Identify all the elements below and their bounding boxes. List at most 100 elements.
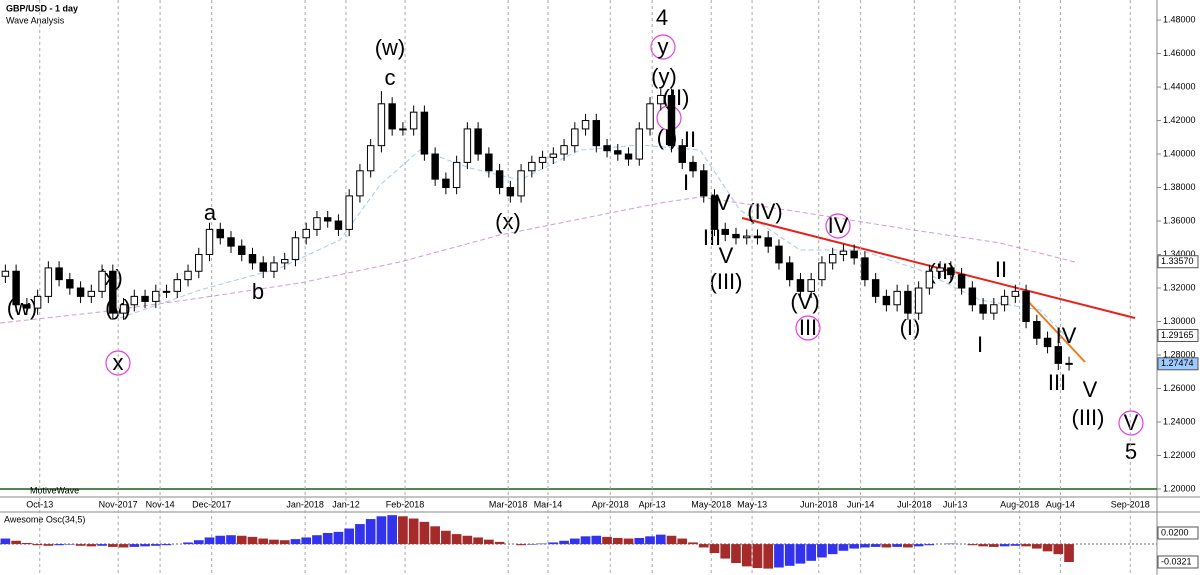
osc-bar [161,544,172,546]
wave-label: (I) [900,315,921,340]
osc-bar [279,540,290,545]
x-tick-label: Nov-2017 [99,499,138,509]
wave-label: c [385,65,396,90]
candle-body [678,145,686,163]
candle-body [710,195,719,230]
candle-body [377,103,386,147]
wave-circle [650,34,676,60]
y-tick-label: 1.24000 [1163,416,1196,426]
x-tick-label: Aug-14 [1046,499,1075,509]
osc-bar [677,538,688,545]
candle-body [646,103,654,130]
x-tick-label: Mar-2018 [489,499,528,509]
candle-body [485,153,493,172]
osc-bar [892,544,902,547]
osc-bar [408,518,419,545]
candle-body [667,94,676,147]
candle-body [1011,290,1020,297]
candle-body [925,270,934,289]
osc-bar [688,542,698,545]
osc-bar [989,544,999,547]
candle-body [528,161,536,172]
osc-bar [623,538,634,545]
candle-body [796,279,805,292]
candle-body [173,279,182,292]
osc-bar [11,540,21,545]
oscillator-title: Awesome Osc(34,5) [4,514,85,524]
osc-bar [709,544,720,554]
osc-bar [322,532,333,545]
candle-body [33,295,42,309]
osc-bar [312,535,322,545]
y-tick-label: 1.32000 [1163,282,1196,292]
candle-body [302,228,310,239]
candle-body [227,237,235,247]
candle-body [624,153,633,160]
osc-bar [183,542,193,545]
candle-body [549,153,558,158]
candle-body [109,270,117,314]
osc-bar [22,543,32,545]
candle-body [753,235,762,239]
candle-body [764,237,772,247]
osc-bar [784,544,795,566]
candle-body [270,262,278,272]
osc-bar [827,544,838,555]
osc-bar [269,539,279,545]
osc-bar [741,544,752,567]
osc-tick-label: -0.0321 [1161,556,1192,566]
wave-circle [1118,410,1144,436]
wave-label: IV [828,213,849,238]
candle-body [850,250,858,259]
candle-body [66,279,74,289]
wave-label: II [995,257,1007,282]
osc-bar [376,516,387,545]
osc-bar [645,536,655,545]
osc-bar [527,544,537,545]
osc-bar [129,544,140,547]
osc-bar [849,544,859,549]
candle-body [409,111,418,130]
candle-body [506,187,515,197]
wave-label: a [204,200,217,225]
candle-body [1,270,10,277]
candle-body [560,145,568,155]
osc-bar [752,544,763,569]
candle-body [23,304,31,309]
osc-bar [698,544,709,548]
candle-body [614,150,622,155]
price-label-box [1157,255,1199,269]
osc-bar [978,544,988,547]
candle-body [12,270,20,306]
candle-body [98,270,106,292]
candle-body [291,237,300,261]
osc-bar [65,544,75,545]
wave-circle [795,315,821,341]
osc-bar [806,544,817,561]
osc-bar [913,544,924,547]
candle-body [431,153,439,180]
candle-body [55,267,63,281]
price-label: 1.33570 [1161,256,1194,266]
x-tick-label: Jan-12 [332,499,360,509]
osc-bar [226,535,236,545]
osc-bar [516,544,526,546]
osc-bar [537,543,548,545]
candle-body [538,156,547,163]
candle-body [861,257,869,281]
osc-bar [430,526,440,545]
osc-bar [333,531,344,545]
price-label: 1.27474 [1161,358,1194,368]
candle-body [581,120,590,130]
candle-body [1022,290,1030,323]
osc-bar [817,544,827,558]
osc-bar [236,535,247,545]
candle-body [195,254,203,272]
osc-bar [494,541,505,545]
candle-body [1054,346,1063,364]
osc-bar [569,538,580,545]
candle-body [603,145,611,152]
osc-bar [301,537,312,545]
candle-body [775,245,783,264]
osc-bar [612,537,623,545]
